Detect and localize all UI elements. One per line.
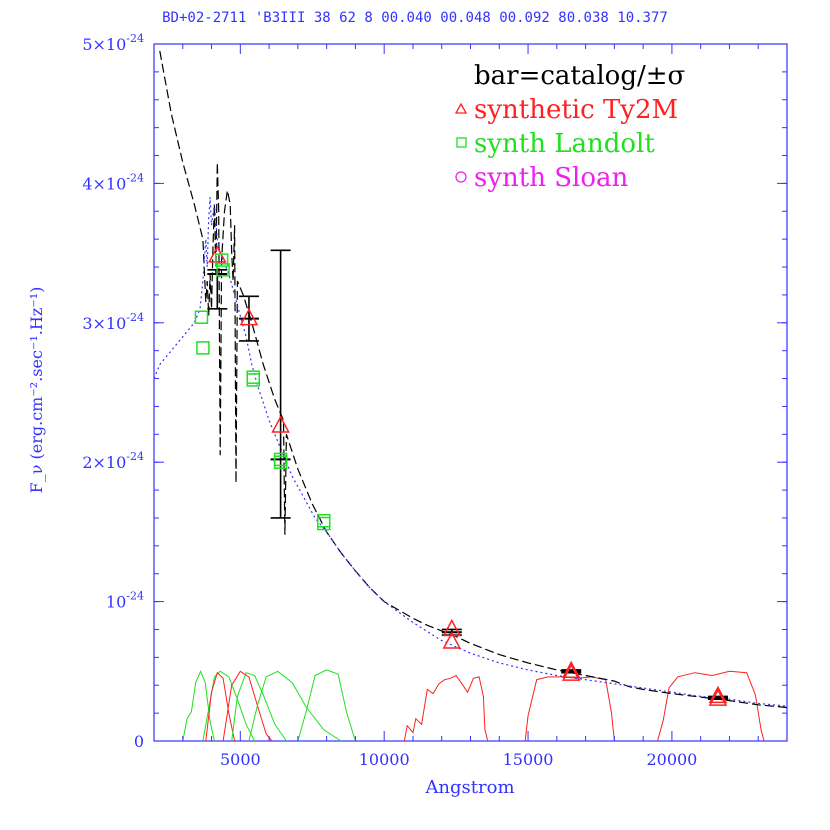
- landolt-square: [194, 310, 209, 324]
- model-spectrum-line: [159, 50, 788, 709]
- x-tick-label: 5000: [220, 750, 261, 769]
- legend-triangle-icon: [454, 102, 468, 114]
- filter-curve: [403, 674, 489, 742]
- filter-curve: [248, 670, 342, 742]
- x-tick-label: 15000: [503, 750, 554, 769]
- filter-curves: [182, 669, 765, 742]
- legend-label: bar=catalog/±σ: [474, 61, 685, 91]
- legend-label: synthetic Ty2M: [474, 95, 678, 125]
- filter-curve: [297, 669, 356, 742]
- legend-label: synth Landolt: [474, 129, 655, 159]
- ty2m-triangle: [561, 663, 581, 681]
- landolt-square: [216, 263, 230, 277]
- legend-square-icon: [456, 137, 467, 148]
- y-tick-label: 10-24: [106, 590, 144, 612]
- y-tick-label: 2×10-24: [82, 450, 144, 472]
- landolt-square: [246, 370, 261, 384]
- filter-curve: [202, 670, 256, 742]
- y-tick-label: 3×10-24: [82, 311, 144, 333]
- ty2m-triangle: [708, 688, 728, 706]
- landolt-square: [317, 513, 331, 528]
- filter-curve: [524, 676, 615, 742]
- filter-curve: [231, 672, 287, 742]
- filter-curve: [657, 670, 765, 742]
- observed-spectrum-line: [153, 197, 788, 707]
- landolt-square: [246, 373, 261, 387]
- legend-circle-icon: [455, 171, 467, 183]
- y-axis-label: F_ν (erg.cm⁻².sec⁻¹.Hz⁻¹): [27, 287, 46, 494]
- header-text: BD+02-2711 'B3III 38 62 8 00.040 00.048 …: [162, 10, 668, 26]
- y-tick-label: 4×10-24: [82, 171, 144, 193]
- x-axis-label: Angstrom: [424, 777, 514, 798]
- axis-ticks: 5000 10000 15000 20000 0 10-24 2×10-24 3×10-24 4…: [82, 32, 787, 769]
- filter-curve: [222, 670, 273, 742]
- filter-curve: [205, 671, 236, 742]
- ty2m-triangle: [708, 685, 728, 704]
- legend-label: synth Sloan: [474, 163, 629, 193]
- y-tick-label: 5×10-24: [82, 32, 144, 54]
- landolt-square: [317, 516, 331, 531]
- spectrum-curves: [153, 50, 788, 709]
- legend: bar=catalog/±σ synthetic Ty2M synth Landol…: [454, 61, 685, 193]
- ty2m-triangle: [442, 618, 462, 637]
- x-tick-label: 10000: [359, 750, 410, 769]
- ty2m-triangle: [561, 660, 581, 679]
- plot-frame: [153, 43, 788, 742]
- ty2m-triangle: [442, 631, 462, 649]
- y-tick-label: 0: [134, 732, 144, 751]
- data-marks: [194, 245, 728, 706]
- ty2m-triangle: [271, 415, 290, 433]
- landolt-square: [214, 253, 229, 267]
- x-tick-label: 20000: [646, 750, 697, 769]
- landolt-square: [196, 341, 210, 355]
- ty2m-triangle: [239, 308, 259, 326]
- landolt-square: [273, 455, 288, 469]
